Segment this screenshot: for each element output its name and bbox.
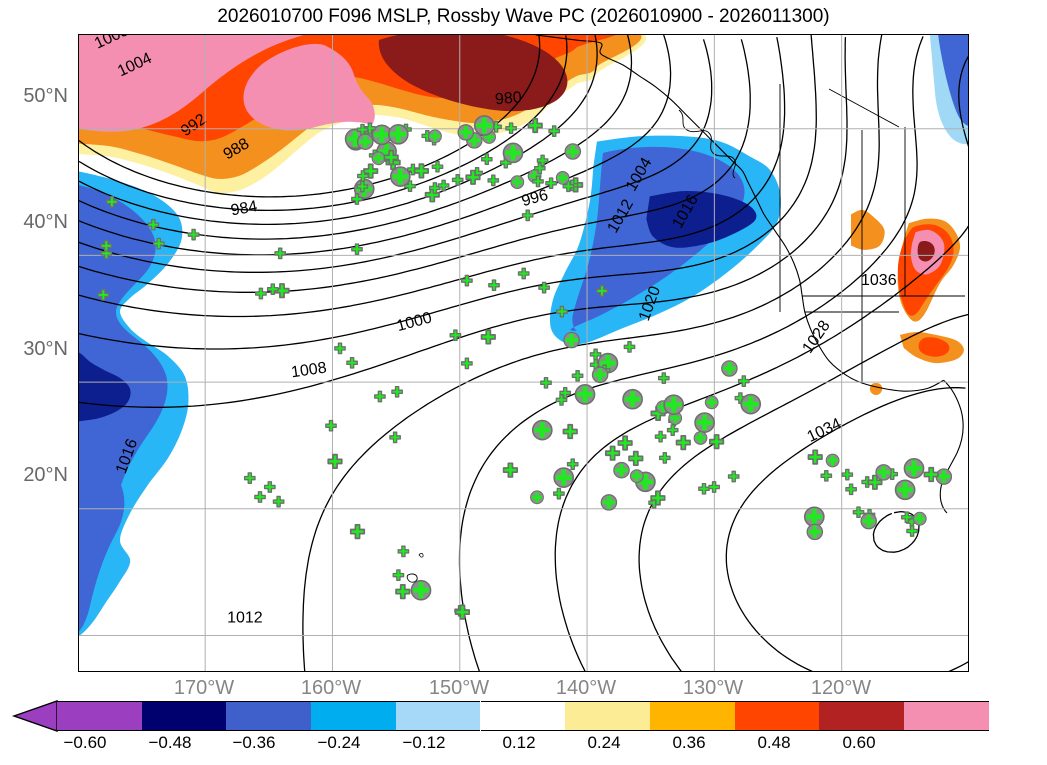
svg-text:1012: 1012: [227, 610, 263, 627]
svg-text:1008: 1008: [290, 360, 328, 382]
svg-text:1028: 1028: [799, 318, 833, 357]
svg-text:1036: 1036: [861, 272, 897, 289]
svg-text:980: 980: [494, 89, 522, 108]
svg-text:1000: 1000: [395, 309, 434, 335]
svg-text:996: 996: [520, 187, 550, 210]
svg-text:984: 984: [229, 198, 258, 219]
svg-text:1034: 1034: [805, 415, 845, 445]
